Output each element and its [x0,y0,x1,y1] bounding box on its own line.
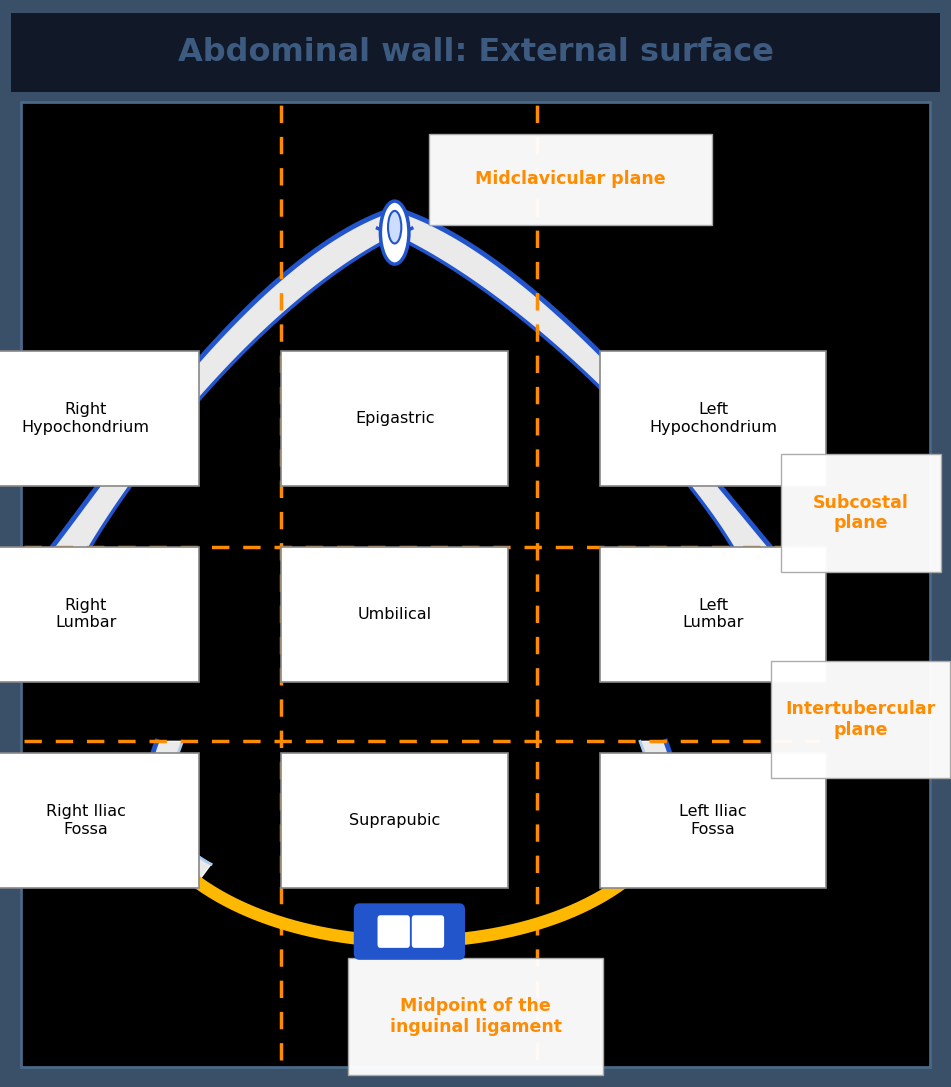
FancyBboxPatch shape [281,547,508,682]
Polygon shape [52,209,412,547]
Text: Right
Lumbar: Right Lumbar [55,598,116,630]
FancyBboxPatch shape [11,13,940,92]
FancyBboxPatch shape [600,753,826,888]
Text: Umbilical: Umbilical [358,607,432,622]
Ellipse shape [388,211,401,243]
FancyBboxPatch shape [0,547,199,682]
Text: Left
Lumbar: Left Lumbar [683,598,744,630]
Text: Right
Hypochondrium: Right Hypochondrium [22,402,149,435]
Text: Midclavicular plane: Midclavicular plane [476,171,666,188]
Text: Left Iliac
Fossa: Left Iliac Fossa [679,804,747,837]
FancyBboxPatch shape [600,547,826,682]
FancyBboxPatch shape [378,915,410,948]
Text: Abdominal wall: External surface: Abdominal wall: External surface [178,37,773,67]
FancyBboxPatch shape [21,102,930,1067]
Text: Subcostal
plane: Subcostal plane [813,493,908,533]
FancyBboxPatch shape [412,915,444,948]
Polygon shape [145,741,211,886]
FancyBboxPatch shape [781,454,941,572]
Text: Midpoint of the
inguinal ligament: Midpoint of the inguinal ligament [390,997,561,1036]
FancyBboxPatch shape [771,661,950,778]
Text: Suprapubic: Suprapubic [349,813,440,828]
Text: Left
Hypochondrium: Left Hypochondrium [650,402,777,435]
FancyBboxPatch shape [0,753,199,888]
Text: Epigastric: Epigastric [355,411,435,426]
Polygon shape [378,209,770,547]
FancyBboxPatch shape [429,134,712,225]
FancyBboxPatch shape [11,13,940,1074]
FancyBboxPatch shape [281,753,508,888]
Text: Intertubercular
plane: Intertubercular plane [786,700,936,739]
Text: Right Iliac
Fossa: Right Iliac Fossa [46,804,126,837]
FancyBboxPatch shape [600,351,826,486]
FancyBboxPatch shape [0,351,199,486]
Polygon shape [611,741,678,886]
FancyBboxPatch shape [348,958,603,1075]
FancyBboxPatch shape [354,903,465,960]
FancyBboxPatch shape [281,351,508,486]
Ellipse shape [380,201,409,264]
